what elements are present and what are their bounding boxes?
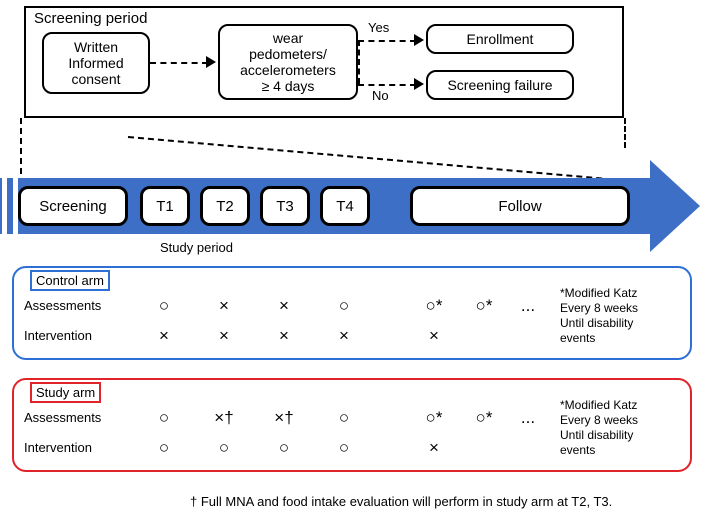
mark: × [150,326,178,346]
mark: ○* [470,408,498,428]
mark: ○* [420,408,448,428]
mark: ×† [270,408,298,428]
arrow-head-2b [414,78,424,90]
screening-failure-box: Screening failure [426,70,574,100]
consent-box: Written Informed consent [42,32,150,94]
mark: ○* [470,296,498,316]
mark: ○ [330,408,358,428]
mark: × [210,326,238,346]
mark: ○ [150,408,178,428]
mark: × [270,296,298,316]
row-label: Intervention [24,440,92,455]
phase-screening: Screening [18,186,128,226]
phase-t4: T4 [320,186,370,226]
screening-period-title: Screening period [34,10,147,27]
mark: ○ [270,438,298,458]
mark: ○* [420,296,448,316]
mark: ×† [210,408,238,428]
phase-t2: T2 [200,186,250,226]
row-label: Assessments [24,410,101,425]
dashed-arrow-2a [358,40,416,42]
arrow-head-2a [414,34,424,46]
enrollment-box: Enrollment [426,24,574,54]
phase-follow: Follow [410,186,630,226]
arm-tag: Study arm [30,382,101,403]
study-period-label: Study period [160,240,233,255]
arm-tag: Control arm [30,270,110,291]
dashed-split-v [358,40,360,84]
mark: × [330,326,358,346]
mark: ○ [150,438,178,458]
projection-right [624,118,626,148]
mark: ○ [210,438,238,458]
mark: × [210,296,238,316]
wear-box: wear pedometers/ accelerometers ≥ 4 days [218,24,358,100]
phase-t1: T1 [140,186,190,226]
projection-diag [128,136,622,181]
row-label: Intervention [24,328,92,343]
no-label: No [372,88,389,103]
mark: × [420,438,448,458]
mark: ○ [330,438,358,458]
mark: ... [514,296,542,316]
phase-t3: T3 [260,186,310,226]
mark: × [270,326,298,346]
yes-label: Yes [368,20,389,35]
footnote: † Full MNA and food intake evaluation wi… [190,494,612,509]
timeline-arrow-head [650,160,700,252]
projection-left [20,118,22,184]
mark: ○ [150,296,178,316]
dashed-arrow-2b [358,84,416,86]
mark: ○ [330,296,358,316]
arm-note: *Modified Katz Every 8 weeks Until disab… [560,286,638,346]
mark: × [420,326,448,346]
dashed-arrow-1 [150,62,208,64]
arrow-head-1 [206,56,216,68]
row-label: Assessments [24,298,101,313]
arm-note: *Modified Katz Every 8 weeks Until disab… [560,398,638,458]
mark: ... [514,408,542,428]
